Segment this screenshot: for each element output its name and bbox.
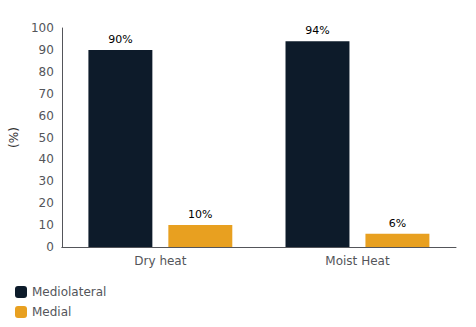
svg-text:6%: 6% [389, 217, 406, 230]
svg-text:(%): (%) [7, 127, 21, 148]
svg-text:90: 90 [39, 43, 54, 57]
svg-text:100: 100 [31, 21, 54, 35]
svg-text:Mediolateral: Mediolateral [32, 285, 106, 299]
svg-text:40: 40 [39, 152, 54, 166]
svg-text:10%: 10% [188, 208, 212, 221]
svg-text:80: 80 [39, 65, 54, 79]
svg-text:Dry heat: Dry heat [134, 254, 186, 268]
svg-text:20: 20 [39, 196, 54, 210]
svg-text:90%: 90% [108, 33, 132, 46]
svg-text:50: 50 [39, 131, 54, 145]
svg-text:Medial: Medial [32, 305, 71, 319]
svg-text:94%: 94% [305, 24, 329, 37]
svg-text:0: 0 [46, 240, 54, 254]
svg-text:10: 10 [39, 218, 54, 232]
svg-text:Moist Heat: Moist Heat [325, 254, 390, 268]
svg-text:70: 70 [39, 87, 54, 101]
svg-text:60: 60 [39, 109, 54, 123]
svg-text:30: 30 [39, 174, 54, 188]
